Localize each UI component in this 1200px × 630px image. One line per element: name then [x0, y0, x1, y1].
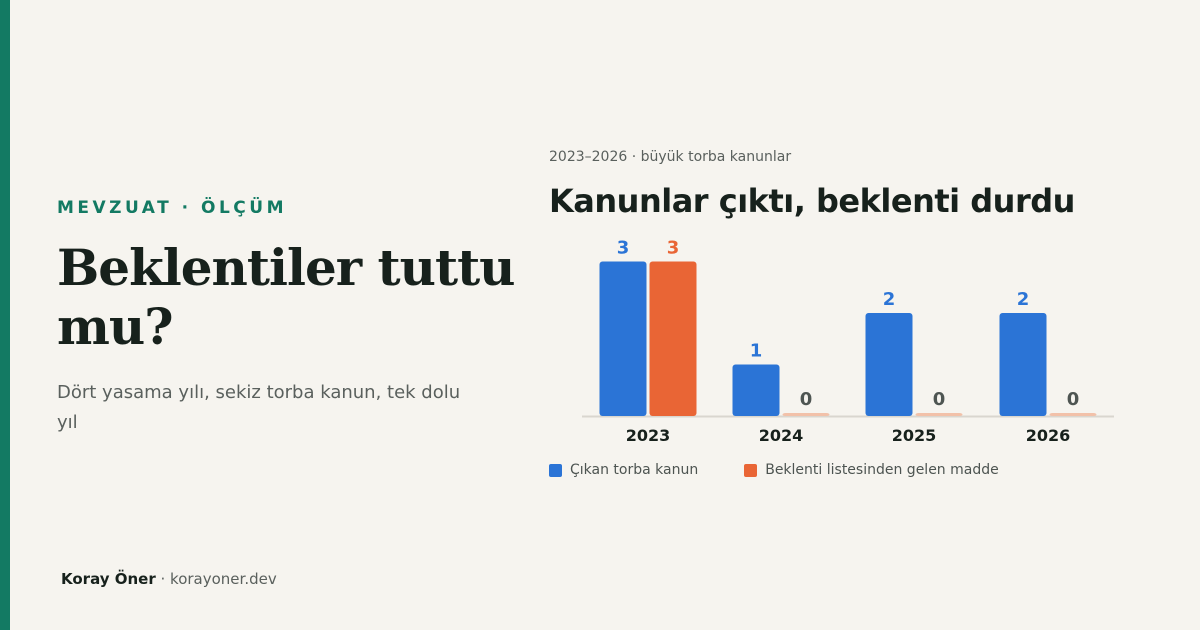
page-title: Beklentiler tuttu mu? — [57, 238, 516, 356]
author-site: korayoner.dev — [170, 570, 277, 588]
x-tick-label-2024: 2024 — [759, 426, 804, 445]
data-label-2025-series-1: 2 — [883, 289, 896, 310]
bar-2025-series-2 — [915, 413, 963, 416]
bar-2026-series-2 — [1049, 413, 1097, 416]
legend-swatch-series-1 — [549, 463, 562, 477]
legend-item-series-1: Çıkan torba kanun — [549, 462, 698, 478]
data-label-2026-series-2: 0 — [1067, 389, 1080, 410]
x-tick-label-2026: 2026 — [1026, 426, 1071, 445]
data-label-2023-series-1: 3 — [617, 238, 630, 259]
data-label-2024-series-2: 0 — [800, 389, 813, 410]
byline-separator: · — [155, 570, 171, 588]
legend-label-series-1: Çıkan torba kanun — [570, 462, 699, 478]
bar-2026-series-1 — [999, 313, 1047, 416]
chart-legend: Çıkan torba kanun Beklenti listesinden g… — [549, 462, 999, 478]
chart-subtitle: 2023–2026 · büyük torba kanunlar — [549, 149, 792, 165]
data-label-2023-series-2: 3 — [667, 238, 680, 259]
legend-swatch-series-2 — [744, 463, 758, 477]
chart-title: Kanunlar çıktı, beklenti durdu — [549, 182, 1075, 220]
bar-2023-series-1 — [599, 261, 647, 416]
bar-2025-series-1 — [865, 313, 913, 416]
x-tick-label-2023: 2023 — [626, 426, 671, 445]
byline: Koray Öner · korayoner.dev — [61, 570, 277, 588]
bar-2023-series-2 — [649, 261, 697, 416]
data-label-2025-series-2: 0 — [933, 389, 946, 410]
eyebrow-label: MEVZUAT · ÖLÇÜM — [57, 198, 288, 218]
legend-item-series-2: Beklenti listesinden gelen madde — [744, 462, 999, 478]
bar-2024-series-1 — [732, 364, 780, 416]
accent-bar — [0, 0, 10, 630]
x-tick-label-2025: 2025 — [892, 426, 937, 445]
author-name: Koray Öner — [61, 570, 156, 588]
data-label-2026-series-1: 2 — [1017, 289, 1030, 310]
page-subtitle: Dört yasama yılı, sekiz torba kanun, tek… — [57, 382, 461, 433]
legend-label-series-2: Beklenti listesinden gelen madde — [765, 462, 999, 478]
data-label-2024-series-1: 1 — [750, 341, 763, 362]
bar-2024-series-2 — [782, 413, 830, 416]
